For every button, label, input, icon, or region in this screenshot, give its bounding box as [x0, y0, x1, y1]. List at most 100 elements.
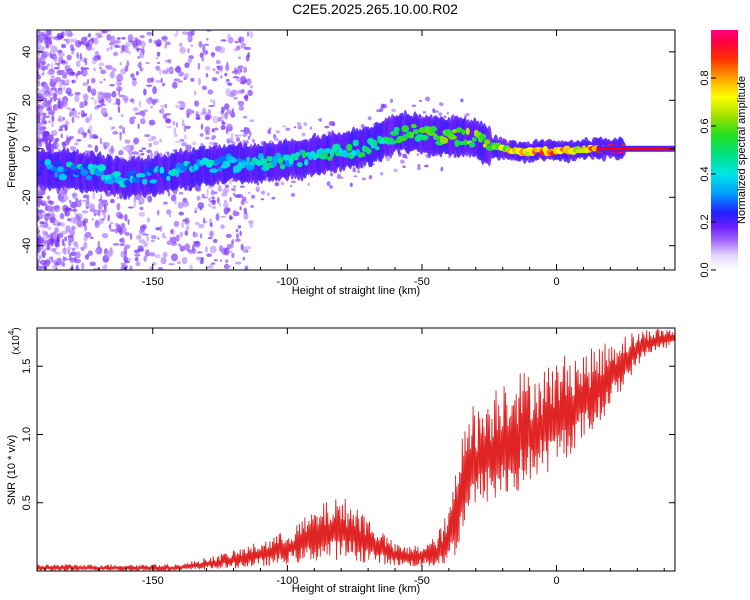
- noise-blob: [37, 189, 40, 196]
- noise-blob: [192, 232, 199, 238]
- noise-blob: [245, 54, 250, 62]
- noise-blob: [232, 185, 237, 188]
- noise-blob: [114, 40, 121, 44]
- noise-blob: [42, 130, 50, 137]
- noise-blob: [194, 221, 200, 226]
- noise-blob: [185, 125, 191, 130]
- noise-blob: [201, 56, 205, 62]
- ridge-blob: [54, 171, 59, 178]
- ridge-blob: [174, 170, 180, 178]
- noise-blob: [244, 46, 252, 51]
- ridge-blob: [401, 125, 410, 133]
- noise-blob: [87, 250, 93, 256]
- noise-blob: [61, 43, 67, 49]
- noise-blob: [293, 126, 297, 129]
- noise-blob: [129, 116, 135, 125]
- noise-blob: [138, 149, 144, 153]
- noise-blob: [242, 256, 246, 261]
- noise-blob: [68, 248, 71, 255]
- noise-blob: [47, 134, 54, 143]
- noise-blob: [53, 219, 59, 227]
- noise-blob: [57, 117, 64, 123]
- noise-blob: [168, 66, 174, 75]
- noise-blob: [225, 259, 229, 264]
- noise-blob: [55, 257, 63, 266]
- noise-blob: [77, 127, 84, 134]
- noise-blob: [220, 75, 223, 79]
- noise-blob: [53, 55, 58, 63]
- spectrogram-y-tick-label: 0: [21, 146, 33, 152]
- noise-blob: [160, 257, 167, 265]
- noise-blob: [61, 59, 66, 64]
- noise-blob: [232, 192, 236, 196]
- noise-blob: [147, 195, 153, 203]
- noise-blob: [232, 209, 237, 215]
- noise-blob: [225, 128, 229, 135]
- noise-blob: [44, 120, 47, 125]
- noise-blob: [148, 38, 153, 44]
- noise-blob: [128, 50, 131, 55]
- noise-blob: [100, 98, 105, 106]
- noise-blob: [82, 67, 90, 70]
- noise-blob: [68, 38, 75, 43]
- noise-blob: [177, 261, 181, 265]
- noise-blob: [239, 36, 242, 44]
- noise-blob: [72, 107, 75, 112]
- noise-blob: [219, 259, 222, 262]
- noise-blob: [45, 139, 49, 145]
- noise-blob: [89, 203, 95, 212]
- noise-blob: [106, 47, 110, 52]
- noise-blob: [46, 71, 54, 76]
- noise-blob: [37, 208, 40, 216]
- noise-blob: [50, 129, 58, 137]
- noise-blob: [155, 226, 161, 231]
- noise-blob: [56, 32, 64, 40]
- noise-blob: [179, 245, 185, 252]
- noise-blob: [47, 195, 51, 200]
- ridge-blob: [439, 136, 449, 145]
- noise-blob: [162, 251, 168, 258]
- noise-blob: [204, 65, 211, 71]
- noise-blob: [82, 218, 89, 224]
- noise-blob: [150, 234, 157, 240]
- noise-blob: [107, 96, 112, 104]
- snr-y-multiplier: (x104): [7, 327, 22, 354]
- noise-blob: [267, 129, 271, 135]
- noise-blob: [206, 37, 209, 41]
- noise-blob: [101, 201, 105, 204]
- noise-blob: [50, 87, 57, 91]
- noise-blob: [182, 219, 188, 222]
- noise-blob: [167, 151, 170, 156]
- noise-blob: [105, 251, 113, 258]
- noise-blob: [173, 199, 177, 205]
- noise-blob: [37, 209, 44, 214]
- noise-blob: [76, 52, 79, 59]
- noise-blob: [48, 120, 51, 123]
- noise-blob: [138, 239, 146, 244]
- noise-blob: [146, 217, 151, 223]
- noise-blob: [179, 42, 183, 47]
- noise-blob: [237, 100, 245, 106]
- noise-blob: [111, 126, 116, 130]
- noise-blob: [130, 144, 135, 151]
- noise-blob: [411, 104, 417, 107]
- ridge-blob: [332, 143, 341, 151]
- snr-x-tick-label: -50: [414, 575, 430, 587]
- noise-blob: [198, 40, 203, 48]
- noise-blob: [47, 111, 55, 116]
- noise-blob: [205, 246, 208, 253]
- noise-blob: [290, 192, 296, 197]
- noise-blob: [37, 74, 41, 80]
- noise-blob: [385, 156, 391, 162]
- noise-blob: [135, 39, 142, 46]
- noise-blob: [97, 240, 101, 249]
- noise-blob: [211, 196, 215, 200]
- noise-blob: [131, 78, 137, 87]
- noise-blob: [146, 84, 153, 87]
- noise-blob: [50, 248, 54, 252]
- noise-blob: [115, 97, 118, 105]
- noise-blob: [187, 249, 191, 252]
- noise-blob: [52, 232, 58, 240]
- noise-blob: [148, 143, 152, 148]
- noise-blob: [45, 262, 50, 267]
